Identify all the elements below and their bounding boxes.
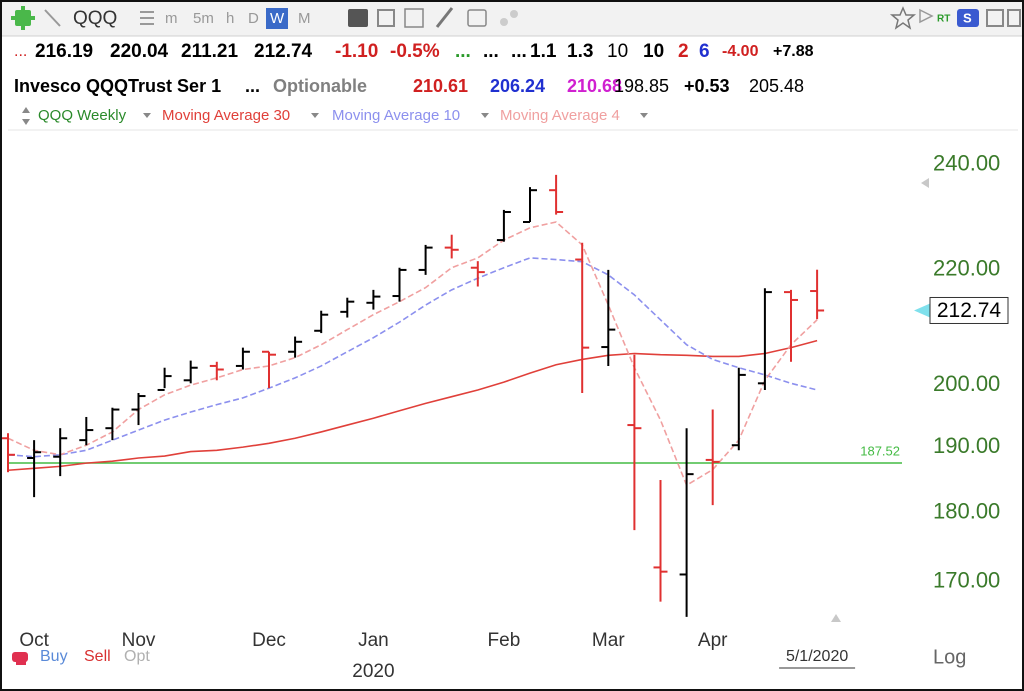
interval-button[interactable]: W bbox=[270, 10, 285, 27]
info-field: 210.61 bbox=[413, 76, 468, 96]
info-field: 205.48 bbox=[749, 76, 804, 96]
horizontal-line-label: 187.52 bbox=[860, 443, 900, 458]
axis-marker bbox=[921, 178, 929, 188]
quote-field: 211.21 bbox=[181, 41, 238, 62]
y-tick-label: 240.00 bbox=[933, 151, 1000, 176]
quote-field: -1.10 bbox=[335, 41, 378, 62]
legend-item[interactable]: Moving Average 4 bbox=[500, 107, 620, 124]
menu-icon[interactable] bbox=[140, 11, 154, 25]
x-tick-label: Mar bbox=[592, 630, 625, 651]
x-tick-label: Feb bbox=[488, 630, 521, 651]
legend-arrow bbox=[22, 107, 30, 113]
y-tick-label: 200.00 bbox=[933, 371, 1000, 396]
symbol[interactable]: QQQ bbox=[73, 8, 117, 29]
dropdown-arrow[interactable] bbox=[311, 113, 319, 118]
moving-average bbox=[7, 339, 818, 472]
legend-arrow bbox=[22, 119, 30, 125]
quote-field: 10 bbox=[607, 41, 628, 62]
quote-field: ... bbox=[14, 43, 27, 60]
quote-field: 1.3 bbox=[567, 41, 593, 62]
x-tick-label: Oct bbox=[19, 630, 49, 651]
y-tick-label: 180.00 bbox=[933, 498, 1000, 523]
info-field: +0.53 bbox=[684, 76, 730, 96]
info-field: 210.68 bbox=[567, 76, 622, 96]
interval-button[interactable]: 5m bbox=[193, 10, 214, 27]
x-tick-label: Dec bbox=[252, 630, 286, 651]
year-label: 2020 bbox=[352, 661, 394, 682]
info-field: Optionable bbox=[273, 76, 367, 96]
interval-active bbox=[266, 8, 288, 29]
trade-icon[interactable] bbox=[12, 652, 28, 665]
info-field: 206.24 bbox=[490, 76, 545, 96]
add-icon[interactable] bbox=[11, 6, 35, 30]
x-tick-label: Nov bbox=[122, 630, 156, 651]
legend-item[interactable]: Moving Average 30 bbox=[162, 107, 290, 124]
quote-field: 1.1 bbox=[530, 41, 557, 62]
quote-field: 10 bbox=[643, 41, 664, 62]
moving-average bbox=[7, 221, 818, 487]
info-field: 198.85 bbox=[614, 76, 669, 96]
price-pointer bbox=[914, 303, 930, 318]
info-field: Invesco QQQTrust Ser 1 bbox=[14, 76, 221, 96]
tool-icons[interactable] bbox=[348, 6, 1021, 30]
bottom-panel bbox=[0, 649, 170, 691]
dropdown-arrow[interactable] bbox=[143, 113, 151, 118]
order-button[interactable]: Buy bbox=[40, 648, 68, 665]
quote-field: ... bbox=[511, 41, 527, 62]
quote-field: 216.19 bbox=[35, 41, 93, 62]
price-tag bbox=[929, 296, 1009, 324]
quote-field: -4.00 bbox=[722, 43, 759, 60]
scale-toggle[interactable]: Log bbox=[933, 646, 966, 668]
quote-field: 220.04 bbox=[110, 41, 169, 62]
x-tick-label: Jan bbox=[358, 630, 389, 651]
y-tick-label: 170.00 bbox=[933, 567, 1000, 592]
price-tag-label: 212.74 bbox=[937, 299, 1002, 322]
interval-button[interactable]: m bbox=[165, 10, 178, 27]
dropdown-arrow[interactable] bbox=[481, 113, 489, 118]
quote-field: ... bbox=[483, 41, 499, 62]
pin-icon[interactable] bbox=[44, 9, 61, 27]
legend-item[interactable]: QQQ Weekly bbox=[38, 107, 127, 124]
x-tick-label: 5/1/2020 bbox=[786, 648, 848, 665]
axis-marker bbox=[831, 614, 841, 622]
quote-field: -0.5% bbox=[390, 41, 440, 62]
x-tick-label: Apr bbox=[698, 630, 728, 651]
info-field: ... bbox=[245, 76, 260, 96]
quote-field: +7.88 bbox=[773, 43, 814, 60]
dropdown-arrow[interactable] bbox=[640, 113, 648, 118]
order-button[interactable]: Sell bbox=[84, 648, 111, 665]
rt-label[interactable]: RT bbox=[937, 14, 950, 25]
quote-field: 6 bbox=[699, 41, 710, 62]
toolbar bbox=[0, 0, 1024, 36]
moving-average bbox=[7, 257, 818, 458]
y-tick-label: 220.00 bbox=[933, 256, 1000, 281]
s-label[interactable]: S bbox=[963, 10, 972, 25]
quote-field: 212.74 bbox=[254, 41, 313, 62]
interval-button[interactable]: M bbox=[298, 10, 311, 27]
order-button[interactable]: Opt bbox=[124, 648, 150, 665]
interval-button[interactable]: h bbox=[226, 10, 234, 27]
quote-field: ... bbox=[455, 41, 471, 62]
y-tick-label: 190.00 bbox=[933, 433, 1000, 458]
quote-field: 2 bbox=[678, 41, 689, 62]
legend-item[interactable]: Moving Average 10 bbox=[332, 107, 460, 124]
interval-button[interactable]: D bbox=[248, 10, 259, 27]
